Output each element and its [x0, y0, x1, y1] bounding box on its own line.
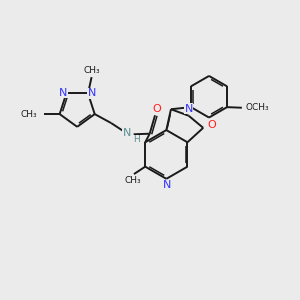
Text: CH₃: CH₃ [83, 66, 100, 75]
Text: O: O [152, 104, 161, 114]
Text: H: H [133, 135, 140, 144]
Text: CH₃: CH₃ [20, 110, 37, 118]
Text: N: N [123, 128, 131, 138]
Text: CH₃: CH₃ [124, 176, 141, 185]
Text: N: N [88, 88, 96, 98]
Text: N: N [184, 103, 193, 114]
Text: OCH₃: OCH₃ [245, 103, 269, 112]
Text: N: N [163, 180, 171, 190]
Text: O: O [207, 121, 216, 130]
Text: N: N [58, 88, 67, 98]
